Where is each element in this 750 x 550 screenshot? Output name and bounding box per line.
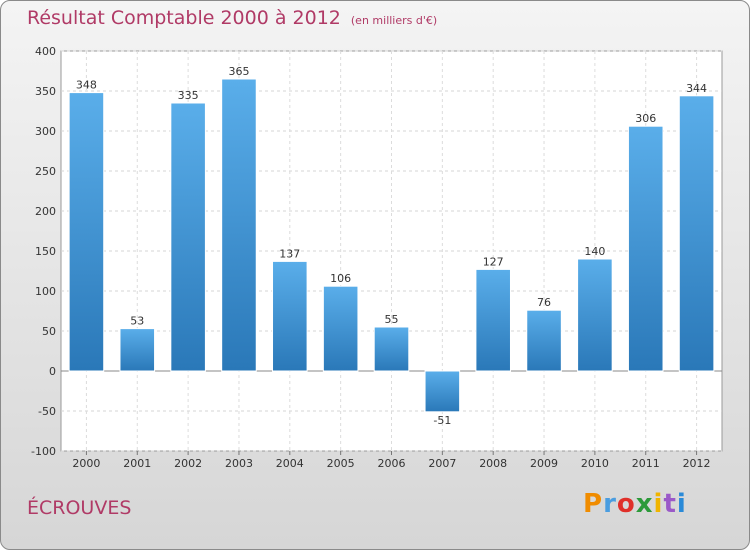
bar-2009 (526, 309, 562, 372)
x-tick-label: 2011 (632, 457, 660, 470)
location-name: ÉCROUVES (27, 497, 132, 519)
x-axis: 2000 2001 2002 2003 2004 2005 2006 2007 2008 2009… (72, 451, 711, 470)
bar-2000 (68, 92, 105, 372)
y-tick-label: 100 (35, 285, 56, 298)
chart-subtitle: (en milliers d'€) (350, 14, 438, 27)
value-label: 140 (584, 245, 605, 258)
proxiti-logo[interactable]: Proxiti (583, 489, 687, 519)
x-tick-label: 2006 (378, 457, 406, 470)
brand-letter: r (603, 489, 617, 519)
chart-title: Résultat Comptable 2000 à 2012 (en millie… (27, 7, 437, 29)
brand-letter: P (583, 489, 604, 519)
chart-title-text: Résultat Comptable 2000 à 2012 (27, 7, 341, 29)
brand-letter: x (635, 489, 654, 519)
y-tick-label: -50 (38, 405, 56, 418)
y-tick-label: -100 (31, 445, 56, 458)
x-tick-label: 2004 (276, 457, 304, 470)
y-tick-label: 0 (49, 365, 56, 378)
value-label: 137 (279, 247, 300, 260)
value-label: 127 (483, 255, 504, 268)
x-tick-label: 2000 (72, 457, 100, 470)
value-label: 344 (686, 82, 707, 95)
x-tick-label: 2001 (123, 457, 151, 470)
x-tick-label: 2008 (479, 457, 507, 470)
x-tick-label: 2009 (530, 457, 558, 470)
value-label: 306 (635, 112, 656, 125)
bar-2002 (170, 102, 206, 372)
brand-letter: o (616, 489, 636, 519)
x-tick-label: 2002 (174, 457, 202, 470)
brand-letter: t (663, 489, 677, 519)
x-tick-label: 2012 (683, 457, 711, 470)
value-label: -51 (433, 414, 451, 427)
y-tick-label: 250 (35, 165, 56, 178)
y-tick-label: 350 (35, 85, 56, 98)
brand-letter: i (676, 489, 687, 519)
bar-2011 (627, 125, 664, 372)
y-tick-label: 150 (35, 245, 56, 258)
bar-2007 (424, 370, 461, 413)
x-tick-label: 2003 (225, 457, 253, 470)
x-tick-label: 2010 (581, 457, 609, 470)
y-tick-label: 300 (35, 125, 56, 138)
y-tick-label: 400 (35, 45, 56, 58)
value-label: 55 (385, 313, 399, 326)
brand-letter: i (653, 489, 664, 519)
bar-2001 (119, 328, 156, 372)
x-tick-label: 2007 (428, 457, 456, 470)
bar-2008 (475, 268, 511, 372)
value-label: 365 (228, 65, 249, 78)
bar-2005 (322, 285, 359, 372)
bar-2012 (678, 95, 715, 372)
y-tick-label: 200 (35, 205, 56, 218)
bar-2006 (373, 326, 410, 372)
value-label: 348 (76, 79, 97, 92)
value-label: 106 (330, 272, 351, 285)
value-label: 335 (178, 89, 199, 102)
value-label: 53 (130, 315, 144, 328)
bars: 348 53 335 365 137 106 55 -51 127 76 140 306 344 (68, 65, 715, 427)
x-tick-label: 2005 (327, 457, 355, 470)
bar-2004 (272, 260, 308, 372)
bar-2003 (221, 78, 257, 372)
y-tick-label: 50 (42, 325, 56, 338)
y-axis: -100 -50 0 50 100 150 200 250 300 350 400 (31, 45, 56, 458)
bar-2010 (577, 258, 613, 372)
value-label: 76 (537, 296, 551, 309)
